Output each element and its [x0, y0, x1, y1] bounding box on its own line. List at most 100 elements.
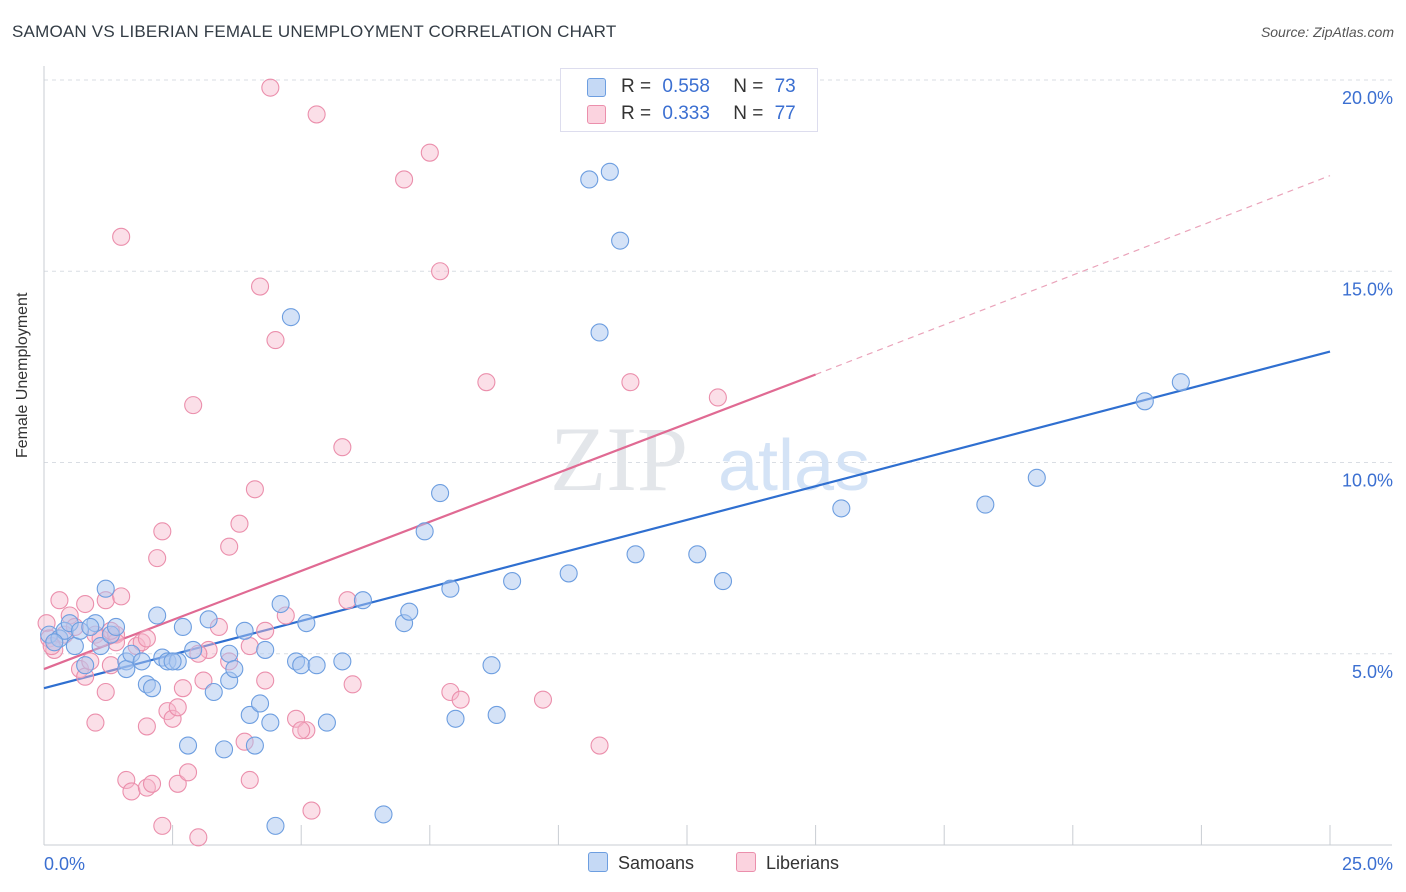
samoans-point: [261, 713, 280, 732]
samoans-n-value: 73: [774, 76, 796, 97]
liberians-point: [240, 637, 259, 656]
liberians-point: [163, 709, 182, 728]
gridlines: [44, 79, 1392, 655]
liberians-point: [142, 774, 162, 793]
liberians-point: [343, 675, 362, 694]
samoans-point: [1171, 373, 1190, 392]
stats-legend: R = 0.558 N = 73 R = 0.333 N = 77: [560, 68, 818, 132]
liberians-point: [194, 671, 213, 690]
samoans-legend-label: Samoans: [618, 853, 695, 873]
legend-liberians: Liberians: [736, 852, 839, 874]
liberians-point: [230, 514, 249, 533]
liberians-point: [178, 763, 198, 782]
samoans-point: [220, 644, 239, 663]
liberians-r-value: 0.333: [662, 103, 710, 124]
samoans-point: [256, 640, 275, 659]
samoans-point: [178, 736, 198, 755]
samoans-trend-line: [43, 350, 1331, 690]
samoans-point: [148, 606, 167, 625]
samoans-point: [163, 652, 182, 671]
source-note: Source: ZipAtlas.com: [1260, 24, 1394, 40]
samoans-point: [446, 709, 465, 728]
liberians-point: [708, 388, 727, 407]
liberians-point: [477, 373, 496, 392]
liberians-point: [189, 828, 208, 847]
liberians-point: [266, 331, 285, 350]
liberians-point: [112, 587, 131, 606]
samoans-legend-swatch: [588, 852, 608, 872]
samoans-point: [96, 579, 115, 598]
samoans-point: [431, 484, 450, 503]
watermark-atlas: atlas: [718, 426, 870, 506]
liberians-point: [250, 277, 270, 296]
samoans-point: [400, 602, 419, 621]
samoans-point: [204, 682, 223, 702]
axes: [43, 66, 1392, 846]
y-tick-label: 20.0%: [1342, 88, 1393, 108]
samoans-point: [76, 656, 95, 675]
samoans-point: [590, 323, 609, 342]
liberians-point: [245, 480, 264, 499]
chart-title: SAMOAN VS LIBERIAN FEMALE UNEMPLOYMENT C…: [12, 22, 617, 41]
samoans-point: [173, 617, 192, 637]
samoans-point: [184, 640, 203, 659]
samoans-point: [415, 522, 434, 541]
samoans-point: [559, 564, 578, 583]
liberians-point: [292, 721, 311, 740]
samoans-r-value: 0.558: [662, 76, 710, 97]
liberians-point: [307, 105, 326, 124]
liberians-point: [261, 78, 280, 97]
liberians-point: [148, 549, 167, 568]
samoans-point: [199, 610, 218, 629]
samoans-point: [81, 617, 100, 637]
liberians-point: [112, 227, 131, 246]
samoans-point: [307, 656, 326, 675]
liberians-n-value: 77: [774, 103, 796, 124]
samoans-point: [240, 705, 259, 725]
samoans-point: [297, 614, 316, 633]
liberians-point: [153, 522, 172, 541]
liberians-point: [287, 709, 306, 728]
liberians-point: [240, 770, 259, 790]
samoans-points: [40, 162, 1190, 835]
samoans-point: [235, 621, 254, 640]
samoans-point: [487, 705, 506, 725]
samoans-point: [1135, 392, 1154, 411]
liberians-point: [395, 170, 414, 189]
liberians-point: [302, 801, 321, 820]
liberians-point: [338, 591, 357, 610]
samoans-point: [132, 652, 151, 671]
samoans-point: [832, 499, 851, 518]
samoans-point: [214, 740, 234, 759]
x-tick-label-min: 0.0%: [44, 854, 85, 874]
liberians-point: [590, 736, 609, 755]
liberians-point: [173, 679, 192, 698]
samoans-point: [441, 579, 460, 598]
liberians-point: [256, 621, 275, 640]
liberians-point: [137, 629, 156, 648]
samoans-point: [688, 545, 707, 564]
samoans-point: [245, 736, 264, 755]
liberians-point: [153, 816, 172, 835]
samoans-point: [503, 572, 522, 591]
liberians-point: [220, 537, 239, 556]
liberians-point: [184, 396, 203, 415]
samoans-point: [225, 659, 244, 679]
liberians-point: [86, 713, 105, 732]
liberians-point: [137, 717, 156, 736]
samoans-point: [91, 637, 110, 656]
samoans-point: [600, 162, 619, 181]
liberians-r-label: R =: [621, 103, 652, 124]
samoans-point: [626, 545, 645, 564]
trend-lines: [43, 175, 1331, 690]
liberians-point: [76, 594, 95, 614]
watermark-zip: ZIP: [550, 408, 688, 510]
liberians-trend-line: [43, 373, 816, 671]
liberians-point: [533, 690, 553, 709]
samoans-swatch: [587, 78, 606, 97]
liberians-legend-swatch: [736, 852, 756, 872]
liberians-point: [122, 782, 141, 801]
y-tick-label: 5.0%: [1352, 662, 1393, 682]
legend-samoans: Samoans: [588, 852, 694, 874]
samoans-point: [106, 617, 126, 637]
